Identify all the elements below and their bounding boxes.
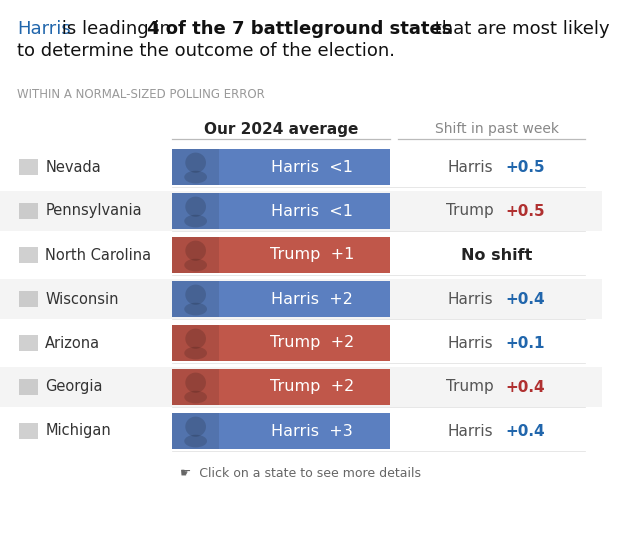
Text: Harris: Harris bbox=[447, 159, 493, 174]
Text: is leading in: is leading in bbox=[56, 20, 177, 38]
Text: +0.4: +0.4 bbox=[505, 291, 545, 306]
Text: Nevada: Nevada bbox=[45, 159, 101, 174]
Ellipse shape bbox=[184, 259, 207, 271]
Ellipse shape bbox=[184, 347, 207, 360]
Bar bbox=[19, 203, 38, 219]
Bar bbox=[19, 335, 38, 351]
Text: Harris: Harris bbox=[447, 291, 493, 306]
Text: No shift: No shift bbox=[461, 248, 532, 263]
Ellipse shape bbox=[184, 435, 207, 447]
Text: to determine the outcome of the election.: to determine the outcome of the election… bbox=[17, 42, 395, 60]
Ellipse shape bbox=[186, 372, 206, 393]
Text: Harris  <1: Harris <1 bbox=[271, 159, 353, 174]
Bar bbox=[172, 149, 219, 185]
Text: Trump  +2: Trump +2 bbox=[270, 336, 355, 351]
Text: North Carolina: North Carolina bbox=[45, 248, 151, 263]
Text: +0.4: +0.4 bbox=[505, 380, 545, 395]
Bar bbox=[172, 193, 219, 229]
Bar bbox=[19, 159, 38, 175]
Text: 4 of the 7 battleground states: 4 of the 7 battleground states bbox=[147, 20, 452, 38]
Bar bbox=[172, 149, 390, 185]
Bar bbox=[172, 325, 219, 361]
Ellipse shape bbox=[186, 241, 206, 261]
Bar bbox=[172, 193, 390, 229]
Text: Harris: Harris bbox=[447, 423, 493, 438]
Text: ☛  Click on a state to see more details: ☛ Click on a state to see more details bbox=[180, 467, 422, 480]
Text: Trump  +1: Trump +1 bbox=[270, 248, 355, 263]
Text: WITHIN A NORMAL-SIZED POLLING ERROR: WITHIN A NORMAL-SIZED POLLING ERROR bbox=[17, 88, 265, 101]
Text: Georgia: Georgia bbox=[45, 380, 102, 395]
Bar bbox=[172, 281, 390, 317]
Bar bbox=[19, 379, 38, 395]
Text: +0.4: +0.4 bbox=[505, 423, 545, 438]
Text: Our 2024 average: Our 2024 average bbox=[204, 122, 358, 137]
Text: that are most likely: that are most likely bbox=[429, 20, 609, 38]
Ellipse shape bbox=[184, 303, 207, 315]
Bar bbox=[172, 369, 390, 405]
Ellipse shape bbox=[184, 215, 207, 228]
Bar bbox=[172, 325, 390, 361]
Text: +0.5: +0.5 bbox=[505, 159, 545, 174]
Bar bbox=[172, 413, 390, 449]
Ellipse shape bbox=[186, 196, 206, 217]
Ellipse shape bbox=[186, 417, 206, 437]
Bar bbox=[19, 291, 38, 307]
Text: Pennsylvania: Pennsylvania bbox=[45, 204, 142, 219]
Text: Trump: Trump bbox=[447, 380, 494, 395]
Text: Arizona: Arizona bbox=[45, 336, 100, 351]
Bar bbox=[19, 247, 38, 263]
Text: Harris: Harris bbox=[17, 20, 70, 38]
Ellipse shape bbox=[184, 171, 207, 183]
Text: Shift in past week: Shift in past week bbox=[435, 122, 559, 136]
Text: +0.5: +0.5 bbox=[505, 204, 545, 219]
Text: Trump  +2: Trump +2 bbox=[270, 380, 355, 395]
Bar bbox=[0, 191, 602, 231]
Bar bbox=[172, 237, 390, 273]
Bar bbox=[172, 413, 219, 449]
Text: Harris  <1: Harris <1 bbox=[271, 204, 353, 219]
Text: Trump: Trump bbox=[447, 204, 494, 219]
Text: Harris  +3: Harris +3 bbox=[271, 423, 353, 438]
Bar bbox=[172, 281, 219, 317]
Text: Michigan: Michigan bbox=[45, 423, 111, 438]
Text: Wisconsin: Wisconsin bbox=[45, 291, 118, 306]
Ellipse shape bbox=[186, 153, 206, 173]
Ellipse shape bbox=[186, 285, 206, 305]
Bar bbox=[19, 423, 38, 439]
Ellipse shape bbox=[186, 329, 206, 349]
Ellipse shape bbox=[184, 391, 207, 403]
Text: Harris  +2: Harris +2 bbox=[271, 291, 353, 306]
Bar bbox=[172, 369, 219, 405]
Bar bbox=[172, 237, 219, 273]
Text: +0.1: +0.1 bbox=[505, 336, 545, 351]
Bar bbox=[0, 279, 602, 319]
Text: Harris: Harris bbox=[447, 336, 493, 351]
Bar bbox=[0, 367, 602, 407]
